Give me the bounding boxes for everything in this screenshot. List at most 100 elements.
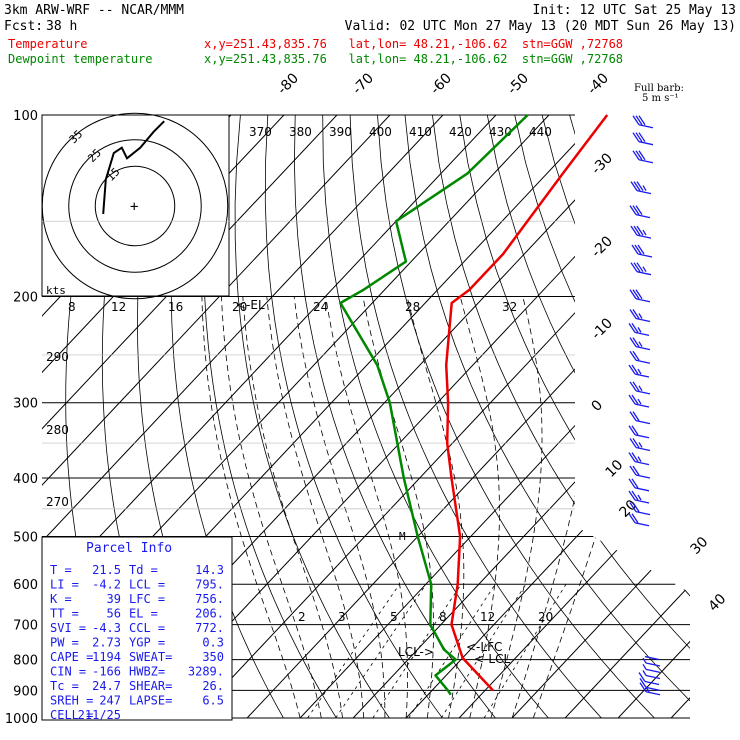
parcel-key: SWEAT= [129, 650, 172, 664]
mixing-label-top: 12 [111, 300, 126, 314]
parcel-key: EL = [129, 607, 158, 621]
dry-adiabat [569, 115, 690, 718]
mixing-label-top: 24 [313, 300, 328, 314]
el-marker: <-EL [236, 298, 265, 312]
pressure-label-200: 200 [13, 291, 38, 306]
parcel-value: 39 [107, 592, 121, 606]
parcel-value: 14.3 [195, 563, 224, 577]
parcel-key: CAPE = [50, 650, 93, 664]
parcel-key: T = [50, 563, 72, 577]
model-title: 3km ARW-WRF -- NCAR/MMM [4, 3, 185, 18]
moist-adiabat [511, 296, 594, 718]
dry-adiabat [349, 115, 602, 718]
parcel-value: -166 [92, 665, 121, 679]
dry-adiabat [707, 115, 740, 718]
isotherm-line [511, 115, 690, 718]
parcel-key: TT = [50, 607, 79, 621]
temperature-trace [444, 114, 609, 692]
wind-barb [629, 289, 651, 303]
wind-barb [628, 513, 650, 527]
isotherm-line [405, 115, 690, 718]
pressure-label-1000: 1000 [5, 712, 38, 727]
wind-barb [629, 337, 651, 351]
wind-barb [630, 262, 652, 276]
parcel-value: 3289. [188, 665, 224, 679]
parcel-value: 206. [195, 607, 224, 621]
temp-label-0: 0 [589, 397, 607, 415]
wind-barb [642, 657, 661, 667]
parcel-info-box [41, 536, 233, 721]
wind-barb [629, 309, 651, 323]
isotherm-line [42, 115, 338, 718]
lcl-marker: <-LCL [474, 652, 510, 666]
wind-barb [638, 672, 660, 686]
mixing-label-top: 20 [232, 300, 247, 314]
mixing-ratio-line [440, 583, 527, 718]
parcel-key: CCL = [129, 621, 165, 635]
parcel-value: 6.5 [202, 694, 224, 708]
hodograph-units: kts [46, 284, 66, 297]
temp-label--80: -80 [275, 70, 302, 97]
temp-label--40: -40 [585, 70, 612, 97]
theta-side-label: 290 [46, 350, 69, 364]
isotherm-line [670, 115, 690, 718]
mixing-label-low: 2 [298, 610, 306, 624]
dry-adiabat [486, 115, 690, 718]
wind-barb [628, 394, 650, 408]
hodograph-ring [94, 165, 176, 247]
parcel-value: 26. [202, 679, 224, 693]
lcl-left-marker: LCL-> [398, 645, 434, 659]
dry-adiabat [234, 115, 390, 718]
theta-label-440: 440 [529, 125, 552, 139]
wind-barb [628, 364, 650, 378]
parcel-key: LFC = [129, 592, 165, 606]
parcel-value: 56 [107, 607, 121, 621]
mixing-ratio-line [372, 583, 462, 718]
wind-barb [629, 465, 651, 479]
mixing-ratio-line [408, 583, 496, 718]
parcel-value: 21.5 [92, 563, 121, 577]
hodograph-center-mark: + [130, 199, 138, 215]
dry-adiabat [514, 115, 690, 718]
parcel-value: -4.2 [92, 578, 121, 592]
dry-adiabat [678, 115, 690, 718]
isotherm-line [458, 115, 690, 718]
parcel-key: PW = [50, 636, 79, 650]
wind-legend-value: 5 m s⁻¹ [642, 93, 679, 104]
parcel-value: 350 [202, 650, 224, 664]
dry-adiabat [459, 115, 690, 718]
wind-barb [628, 425, 650, 439]
wind-barb [630, 181, 652, 195]
parcel-key: HWBZ= [129, 665, 165, 679]
dry-adiabat [541, 115, 690, 718]
temp-label-30: 30 [688, 534, 712, 558]
wind-barb [629, 205, 651, 219]
theta-label-420: 420 [449, 125, 472, 139]
wind-barb [639, 682, 661, 696]
wind-barb [628, 478, 650, 492]
dry-adiabat [624, 115, 690, 718]
parcel-key: SHEAR= [129, 679, 172, 693]
wind-barb [629, 350, 651, 364]
temp-label--50: -50 [505, 70, 532, 97]
parcel-value: 247 [99, 694, 121, 708]
mixing-label-low: 3 [338, 610, 346, 624]
wind-barb [632, 150, 654, 164]
mixing-label-top: 28 [405, 300, 420, 314]
parcel-key: K = [50, 592, 72, 606]
pressure-label-400: 400 [13, 472, 38, 487]
temperature-legend-info: x,y=251.43,835.76 lat,lon= 48.21,-106.62… [204, 37, 624, 51]
wind-barb [642, 670, 661, 680]
dry-adiabat [734, 115, 740, 718]
theta-label-380: 380 [289, 125, 312, 139]
moist-adiabat [459, 296, 500, 718]
lfc-marker: <-LFC [466, 640, 502, 654]
wind-legend-title: Full barb: [634, 83, 684, 94]
mixing-label-top: 32 [502, 300, 517, 314]
hodograph-ring [68, 139, 202, 273]
pressure-label-300: 300 [13, 397, 38, 412]
fcst-label: Fcst: [4, 19, 44, 34]
mixing-label-top: 8 [68, 300, 76, 314]
theta-label-370: 370 [249, 125, 272, 139]
